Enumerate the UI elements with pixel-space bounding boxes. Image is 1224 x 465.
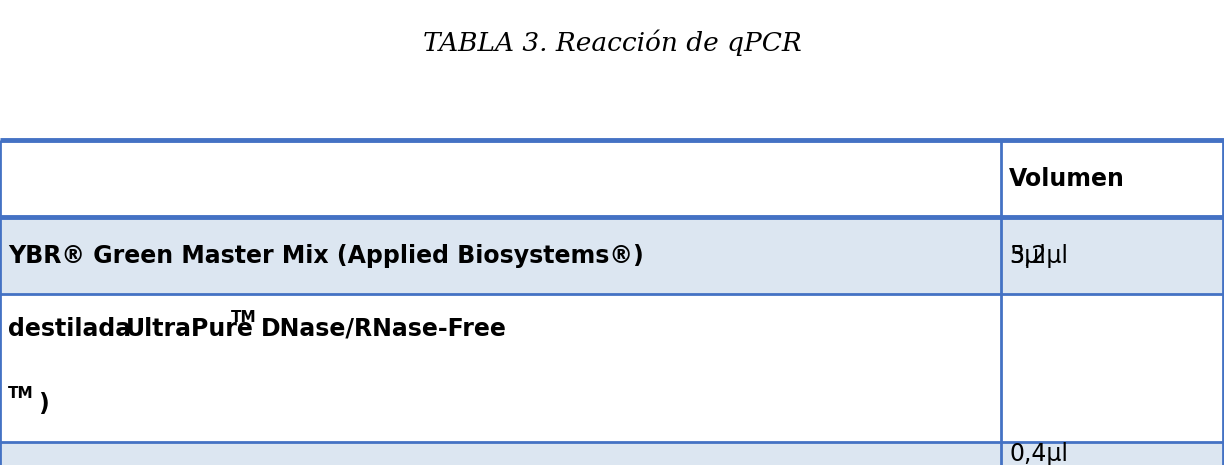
Text: TABLA 3. Reacción de qPCR: TABLA 3. Reacción de qPCR <box>422 30 802 57</box>
Text: Volumen: Volumen <box>1010 166 1125 191</box>
Text: YBR® Green Master Mix (Applied Biosystems®): YBR® Green Master Mix (Applied Biosystem… <box>9 244 644 267</box>
Text: 5μl: 5μl <box>1010 244 1047 267</box>
Text: 0,4μl: 0,4μl <box>1010 441 1069 465</box>
Text: DNase/RNase-Free: DNase/RNase-Free <box>261 317 507 341</box>
Text: destilada: destilada <box>9 317 131 341</box>
Bar <box>0 294 1224 442</box>
Bar <box>0 442 1224 465</box>
Text: 3,2μl: 3,2μl <box>1010 244 1069 267</box>
Bar <box>0 140 1224 217</box>
Text: TM: TM <box>9 385 33 400</box>
Text: TM: TM <box>231 311 257 325</box>
Bar <box>0 217 1224 294</box>
Text: UltraPure: UltraPure <box>126 317 253 341</box>
Text: ): ) <box>38 392 49 416</box>
